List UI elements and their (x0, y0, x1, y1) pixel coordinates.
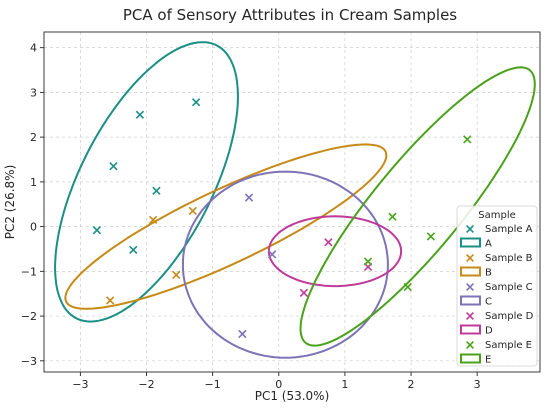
legend-swatch-E (460, 353, 481, 364)
point-A (191, 98, 201, 107)
legend-swatch-D (460, 324, 481, 335)
legend-label: Sample E (485, 340, 532, 351)
ellipse-C (181, 170, 389, 359)
point-A (129, 245, 138, 255)
legend-swatch-C (460, 295, 481, 306)
point-B (188, 206, 197, 216)
x-tick-label: 3 (474, 378, 481, 391)
legend-marker-B (466, 254, 474, 262)
y-tick-label: 4 (30, 42, 37, 55)
y-tick-label: 1 (30, 176, 37, 189)
legend-label: Sample B (485, 253, 533, 264)
legend-title: Sample (478, 210, 516, 221)
y-tick-label: −3 (21, 355, 37, 368)
x-tick-label: 1 (341, 378, 348, 391)
legend-label: Sample D (485, 311, 534, 322)
y-tick-label: −1 (21, 265, 37, 278)
axis-ticks: −3 −2 −1 0 1 2 3 −3 −2 −1 0 1 2 3 4 (21, 42, 481, 391)
point-E (426, 232, 436, 241)
point-B (105, 296, 115, 305)
point-B (172, 270, 181, 280)
plot-frame (43, 31, 541, 373)
point-D (324, 238, 333, 247)
point-E (403, 282, 412, 292)
legend-label: D (485, 326, 493, 337)
point-A (152, 186, 161, 195)
point-C (238, 329, 247, 339)
x-axis-label: PC1 (53.0%) (255, 389, 330, 403)
legend-swatch-A (460, 237, 481, 248)
legend-label: E (485, 355, 491, 366)
point-D (299, 288, 309, 297)
legend-marker-A (466, 225, 474, 233)
point-A (92, 226, 102, 235)
point-A (135, 110, 145, 119)
x-tick-label: −2 (138, 378, 154, 391)
point-E (363, 257, 373, 266)
x-tick-label: 0 (275, 378, 282, 391)
point-E (463, 135, 472, 144)
legend-label: Sample C (485, 282, 533, 293)
legend-label: C (485, 297, 492, 308)
x-tick-label: −3 (72, 378, 88, 391)
legend-marker-E (466, 341, 474, 349)
chart-title: PCA of Sensory Attributes in Cream Sampl… (123, 6, 457, 24)
legend-marker-C (466, 283, 474, 291)
legend-label: Sample A (485, 224, 533, 235)
y-tick-label: 0 (30, 221, 37, 234)
data-points (92, 98, 472, 339)
y-axis-label: PC2 (26.8%) (3, 165, 17, 240)
x-tick-label: 2 (408, 378, 415, 391)
ellipse-E (299, 66, 536, 347)
y-tick-label: −2 (21, 310, 37, 323)
ellipse-A (54, 41, 239, 323)
point-E (388, 212, 397, 221)
legend-swatch-B (460, 266, 481, 277)
point-A (109, 162, 118, 171)
point-C (267, 250, 277, 259)
y-tick-label: 3 (30, 86, 37, 99)
point-B (148, 215, 158, 225)
legend-label: B (485, 268, 492, 279)
legend-label: A (485, 239, 492, 250)
y-tick-label: 2 (30, 131, 37, 144)
ellipse-B (64, 143, 388, 310)
legend: Sample Sample A A Sample B B Sample C C Sample … (456, 205, 538, 367)
point-C (244, 193, 254, 202)
legend-marker-D (466, 312, 474, 320)
x-tick-label: −1 (205, 378, 221, 391)
